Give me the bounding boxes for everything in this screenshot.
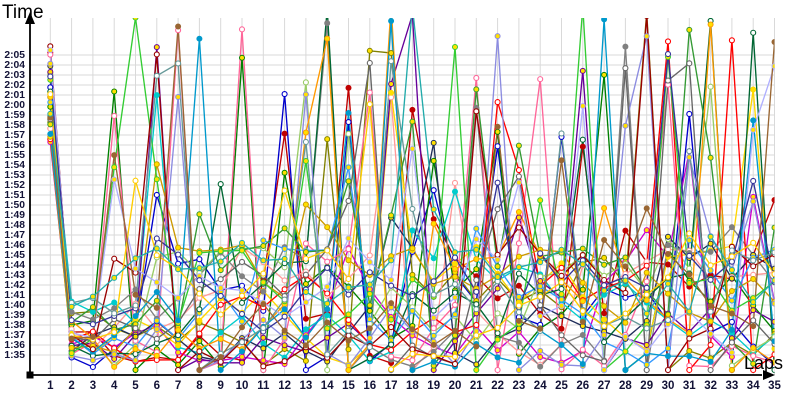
svg-text:28: 28 xyxy=(619,380,632,392)
svg-text:2: 2 xyxy=(68,380,74,392)
svg-text:4: 4 xyxy=(111,380,118,392)
svg-text:17: 17 xyxy=(385,380,398,392)
svg-text:23: 23 xyxy=(513,380,526,392)
svg-text:27: 27 xyxy=(598,380,611,392)
svg-text:13: 13 xyxy=(300,380,313,392)
svg-text:34: 34 xyxy=(747,380,760,392)
svg-text:3: 3 xyxy=(90,380,96,392)
svg-text:16: 16 xyxy=(363,380,376,392)
svg-text:Laps: Laps xyxy=(744,353,783,373)
svg-text:30: 30 xyxy=(662,380,675,392)
svg-text:33: 33 xyxy=(726,380,739,392)
svg-text:9: 9 xyxy=(217,380,223,392)
svg-text:19: 19 xyxy=(427,380,440,392)
svg-text:6: 6 xyxy=(154,380,160,392)
svg-text:Time: Time xyxy=(2,2,44,23)
svg-text:12: 12 xyxy=(278,380,291,392)
svg-text:14: 14 xyxy=(321,380,334,392)
svg-text:7: 7 xyxy=(175,380,181,392)
svg-text:21: 21 xyxy=(470,380,483,392)
svg-text:29: 29 xyxy=(640,380,653,392)
svg-text:32: 32 xyxy=(704,380,717,392)
svg-text:1:35: 1:35 xyxy=(4,350,25,361)
svg-text:24: 24 xyxy=(534,380,547,392)
svg-text:1: 1 xyxy=(47,380,54,392)
svg-text:11: 11 xyxy=(257,380,270,392)
svg-text:15: 15 xyxy=(342,380,355,392)
svg-text:25: 25 xyxy=(555,380,568,392)
svg-text:10: 10 xyxy=(236,380,249,392)
svg-text:26: 26 xyxy=(576,380,589,392)
svg-text:35: 35 xyxy=(768,380,781,392)
svg-text:22: 22 xyxy=(491,380,504,392)
svg-text:20: 20 xyxy=(449,380,462,392)
svg-text:5: 5 xyxy=(132,380,139,392)
svg-text:18: 18 xyxy=(406,380,419,392)
svg-text:8: 8 xyxy=(196,380,203,392)
svg-text:31: 31 xyxy=(683,380,696,392)
